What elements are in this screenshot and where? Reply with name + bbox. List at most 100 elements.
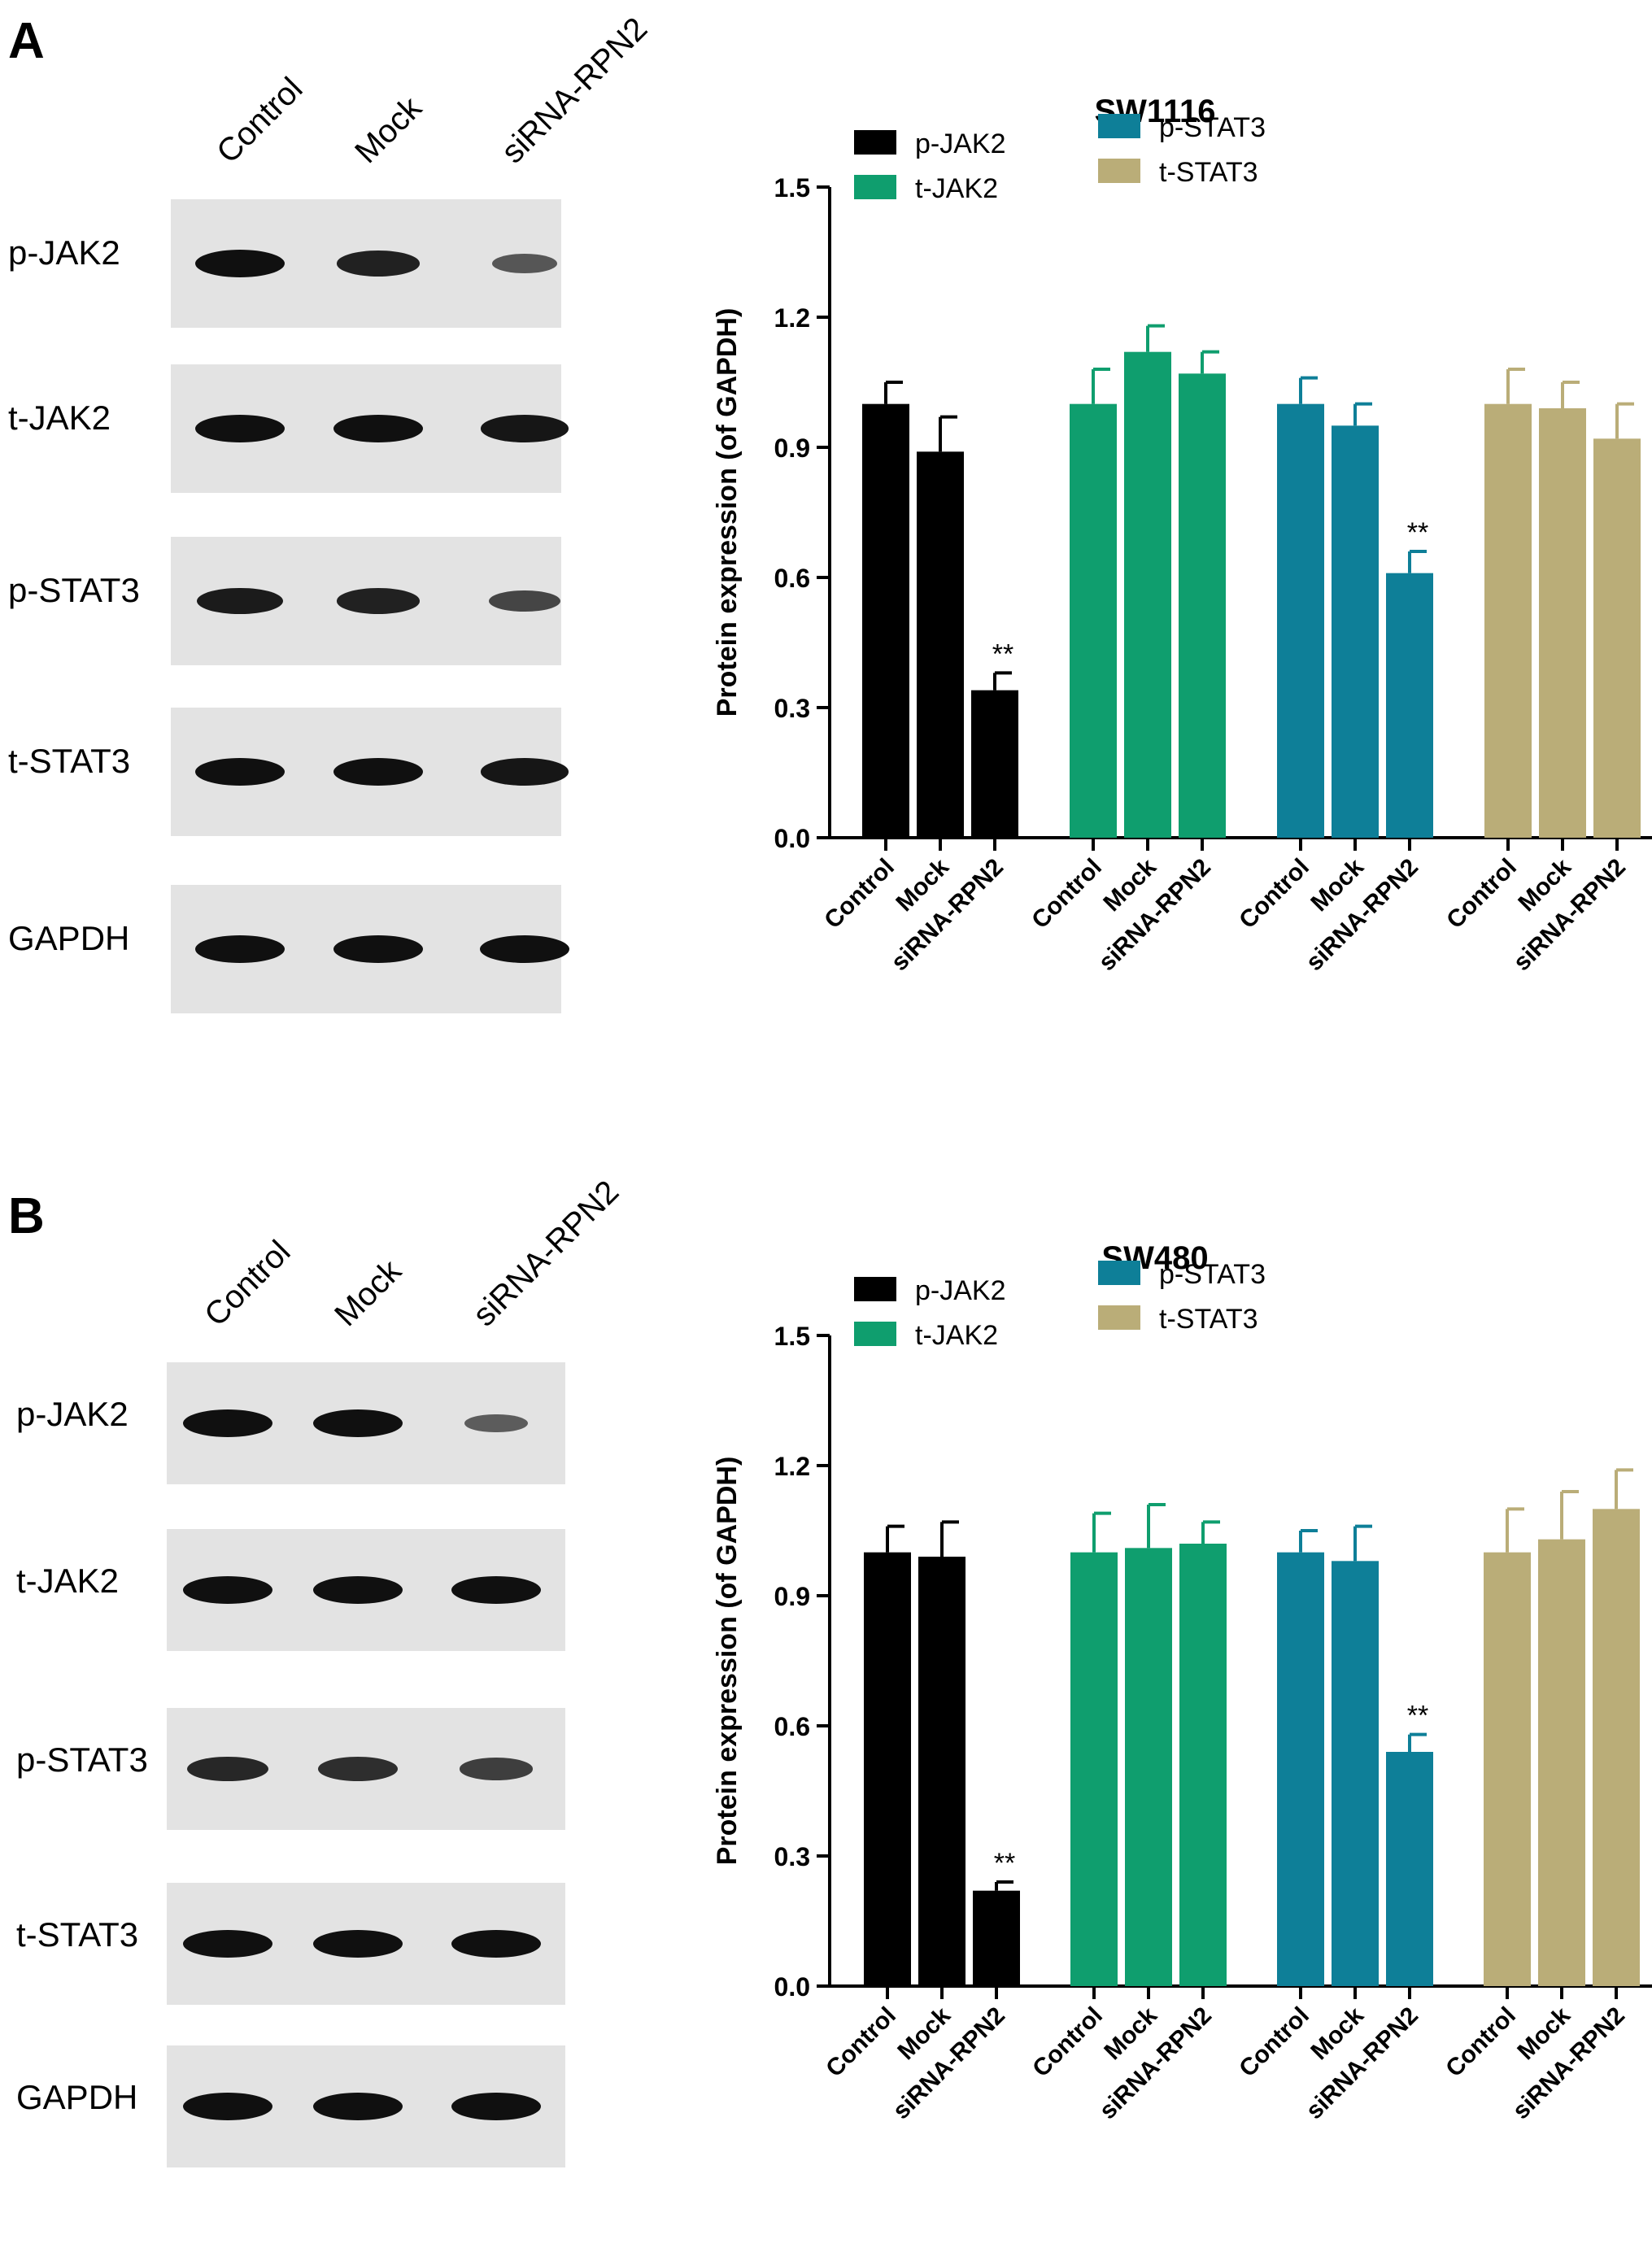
protein-band [459, 1758, 534, 1780]
protein-band [197, 587, 283, 615]
y-tick-label: 1.5 [774, 1322, 810, 1351]
band-label: GAPDH [16, 2078, 138, 2116]
panel-letter: A [8, 13, 45, 69]
protein-band [313, 1576, 403, 1604]
x-tick-label: Control [821, 2002, 901, 2083]
protein-band [481, 415, 569, 442]
significance-marker: ** [1407, 517, 1428, 548]
legend-label: t-JAK2 [915, 1320, 998, 1351]
bar-p-jak2 [864, 1552, 911, 1986]
protein-band [333, 935, 423, 963]
y-tick-label: 0.9 [774, 433, 810, 463]
legend-swatch [854, 130, 896, 155]
protein-band [183, 1576, 272, 1604]
legend-swatch [1098, 1305, 1140, 1330]
x-tick-label: Control [1234, 854, 1314, 934]
protein-band [313, 2093, 403, 2120]
lane-label: Control [198, 1233, 298, 1334]
protein-band [464, 1414, 528, 1433]
band-label: p-STAT3 [16, 1740, 148, 1779]
protein-band [336, 250, 421, 277]
x-tick-label: Control [1027, 2002, 1108, 2083]
legend-label: t-JAK2 [915, 173, 998, 204]
protein-band [195, 935, 285, 963]
legend-label: p-JAK2 [915, 1275, 1006, 1306]
protein-band [451, 2093, 541, 2120]
bar-p-stat3 [1332, 1561, 1379, 1986]
panel-letter: B [8, 1188, 45, 1244]
y-tick-label: 0.9 [774, 1582, 810, 1611]
bar-p-jak2 [971, 690, 1018, 838]
band-label: p-JAK2 [16, 1395, 129, 1433]
x-tick-label: Control [1441, 854, 1522, 934]
legend-label: p-JAK2 [915, 129, 1006, 159]
bar-p-jak2 [862, 403, 909, 839]
protein-band [183, 2093, 272, 2120]
protein-band [195, 415, 285, 442]
bar-p-stat3 [1277, 403, 1324, 839]
band-label: t-JAK2 [16, 1562, 120, 1600]
bar-t-jak2 [1070, 403, 1117, 839]
bar-t-stat3 [1539, 408, 1586, 838]
y-tick-label: 0.3 [774, 694, 810, 723]
y-tick-label: 0.3 [774, 1842, 810, 1871]
protein-band [336, 588, 421, 614]
y-tick-label: 0.6 [774, 564, 810, 593]
protein-band [480, 935, 569, 963]
x-tick-label: Control [1441, 2002, 1521, 2083]
x-tick-label: Control [819, 854, 900, 934]
x-tick-label: Control [1234, 2002, 1314, 2083]
y-axis-label: Protein expression (of GAPDH) [712, 308, 743, 717]
x-tick-label: Control [1027, 854, 1107, 934]
legend-swatch [854, 175, 896, 199]
bar-p-stat3 [1332, 425, 1379, 838]
bar-t-stat3 [1593, 438, 1641, 838]
lane-label: Mock [328, 1252, 408, 1334]
bar-t-jak2 [1179, 1544, 1227, 1986]
bar-t-jak2 [1179, 373, 1226, 838]
bar-t-jak2 [1125, 1548, 1172, 1986]
band-label: GAPDH [8, 919, 130, 957]
band-label: t-JAK2 [8, 399, 111, 437]
y-tick-label: 0.0 [774, 824, 810, 853]
legend-label: p-STAT3 [1159, 1259, 1266, 1290]
band-label: p-JAK2 [8, 233, 120, 272]
lane-label: siRNA-RPN2 [466, 1174, 626, 1334]
bar-p-stat3 [1277, 1552, 1324, 1986]
protein-band [451, 1930, 541, 1958]
y-tick-label: 1.2 [774, 303, 810, 333]
bar-p-jak2 [918, 1557, 965, 1986]
significance-marker: ** [994, 1848, 1015, 1879]
band-label: t-STAT3 [8, 742, 131, 780]
y-tick-label: 0.0 [774, 1972, 810, 2002]
bar-t-stat3 [1484, 1552, 1531, 1986]
bar-t-jak2 [1070, 1552, 1118, 1986]
bar-p-stat3 [1386, 1752, 1433, 1986]
significance-marker: ** [992, 638, 1013, 669]
protein-band [333, 758, 423, 786]
significance-marker: ** [1407, 1701, 1428, 1732]
protein-band [451, 1576, 541, 1604]
band-label: p-STAT3 [8, 571, 140, 609]
bar-p-jak2 [973, 1890, 1020, 1986]
protein-band [491, 254, 558, 273]
protein-band [195, 758, 285, 786]
legend-label: t-STAT3 [1159, 1304, 1258, 1335]
bar-t-stat3 [1593, 1509, 1640, 1986]
protein-band [186, 1756, 269, 1782]
y-axis-label: Protein expression (of GAPDH) [712, 1457, 743, 1866]
y-tick-label: 1.5 [774, 173, 810, 203]
protein-band [195, 250, 285, 277]
bar-p-stat3 [1386, 573, 1433, 838]
bar-t-stat3 [1538, 1539, 1585, 1986]
western-blot-b: Control Mock siRNA-RPN2 p-JAK2 t-JAK2 p-STAT3… [0, 0, 625, 2167]
protein-band [481, 758, 569, 786]
protein-band [183, 1409, 272, 1437]
legend-swatch [854, 1322, 896, 1346]
protein-band [318, 1757, 398, 1781]
legend-label: t-STAT3 [1159, 157, 1258, 188]
legend-swatch [1098, 114, 1140, 138]
legend-swatch [1098, 159, 1140, 183]
